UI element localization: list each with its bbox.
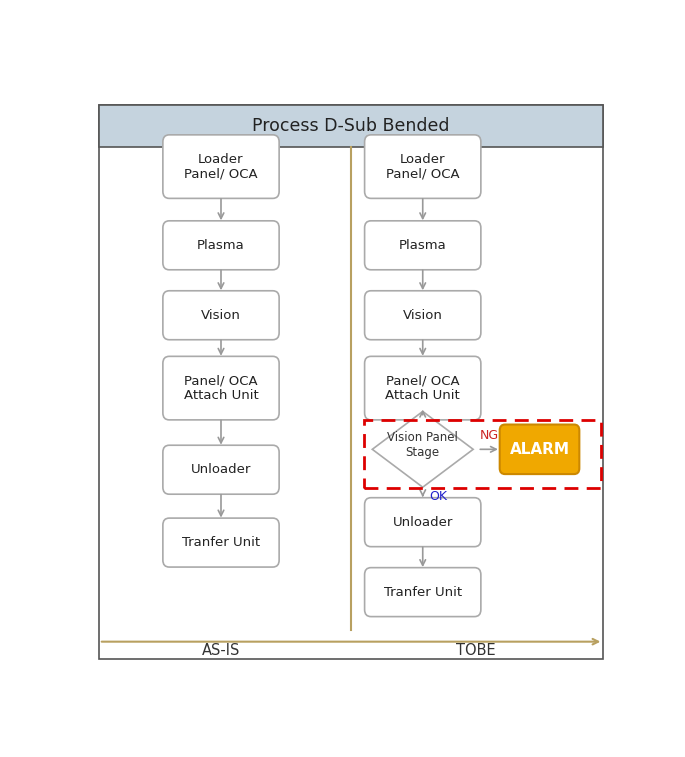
Text: Panel/ OCA
Attach Unit: Panel/ OCA Attach Unit (184, 374, 258, 402)
Text: Vision: Vision (403, 309, 443, 322)
FancyBboxPatch shape (163, 291, 279, 340)
Text: Process D-Sub Bended: Process D-Sub Bended (252, 117, 450, 136)
FancyBboxPatch shape (364, 135, 481, 198)
Text: TOBE: TOBE (456, 643, 496, 658)
FancyBboxPatch shape (163, 221, 279, 269)
Text: Panel/ OCA
Attach Unit: Panel/ OCA Attach Unit (386, 374, 460, 402)
FancyBboxPatch shape (364, 221, 481, 269)
Text: Tranfer Unit: Tranfer Unit (182, 536, 260, 549)
Text: Plasma: Plasma (399, 238, 447, 252)
Text: AS-IS: AS-IS (202, 643, 240, 658)
Text: OK: OK (429, 490, 447, 503)
FancyBboxPatch shape (364, 291, 481, 340)
FancyBboxPatch shape (163, 518, 279, 567)
FancyBboxPatch shape (99, 105, 603, 148)
Text: Vision: Vision (201, 309, 241, 322)
Text: Tranfer Unit: Tranfer Unit (384, 586, 462, 599)
FancyBboxPatch shape (163, 445, 279, 494)
FancyBboxPatch shape (364, 497, 481, 547)
Text: ALARM: ALARM (510, 442, 569, 456)
Text: Unloader: Unloader (393, 516, 453, 528)
Text: Vision Panel
Stage: Vision Panel Stage (387, 431, 458, 459)
FancyBboxPatch shape (364, 357, 481, 420)
Text: Unloader: Unloader (191, 463, 251, 476)
Polygon shape (373, 412, 473, 488)
FancyBboxPatch shape (163, 357, 279, 420)
FancyBboxPatch shape (163, 135, 279, 198)
Text: NG: NG (479, 429, 499, 442)
FancyBboxPatch shape (500, 425, 580, 474)
Text: Plasma: Plasma (197, 238, 245, 252)
FancyBboxPatch shape (364, 568, 481, 617)
FancyBboxPatch shape (99, 105, 603, 659)
Text: Loader
Panel/ OCA: Loader Panel/ OCA (184, 153, 258, 181)
Text: Loader
Panel/ OCA: Loader Panel/ OCA (386, 153, 460, 181)
